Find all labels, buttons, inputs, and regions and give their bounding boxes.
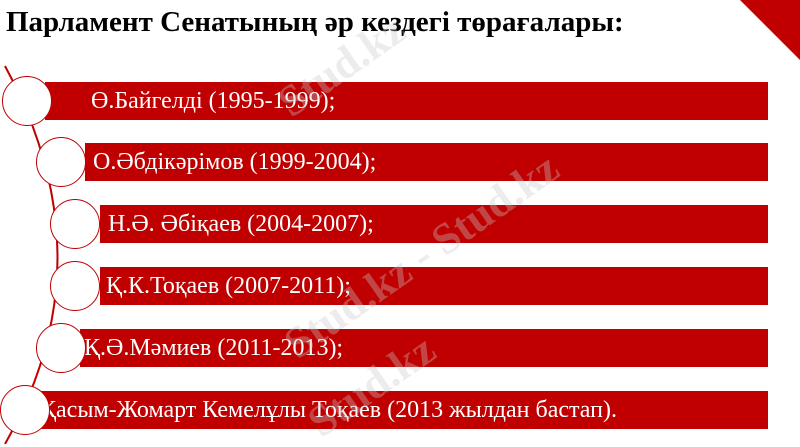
item-label: Ө.Байгелді (1995-1999); (91, 88, 336, 114)
corner-decoration (740, 0, 800, 60)
page-title: Парламент Сенатының әр кездегі төрағалар… (6, 6, 624, 38)
list-item: О.Әбдікәрімов (1999-2004); (85, 143, 768, 181)
list-item: Қ.К.Тоқаев (2007-2011); (100, 267, 768, 305)
bullet-circle (2, 76, 52, 126)
list-item: Н.Ә. Әбіқаев (2004-2007); (100, 205, 768, 243)
bullet-circle (36, 137, 86, 187)
bullet-circle (50, 261, 100, 311)
list-item: Қ.Ә.Мәмиев (2011-2013); (80, 329, 768, 367)
list-item: Ө.Байгелді (1995-1999); (45, 82, 768, 120)
item-label: Қ.К.Тоқаев (2007-2011); (106, 273, 351, 299)
item-label: О.Әбдікәрімов (1999-2004); (93, 149, 377, 175)
item-label: Қасым-Жомарт Кемелұлы Тоқаев (2013 жылда… (40, 397, 617, 423)
bullet-circle (0, 385, 50, 435)
item-label: Н.Ә. Әбіқаев (2004-2007); (108, 211, 374, 237)
bullet-circle (36, 323, 86, 373)
list-item: Қасым-Жомарт Кемелұлы Тоқаев (2013 жылда… (38, 391, 768, 429)
item-label: Қ.Ә.Мәмиев (2011-2013); (84, 335, 344, 361)
bullet-circle (50, 199, 100, 249)
